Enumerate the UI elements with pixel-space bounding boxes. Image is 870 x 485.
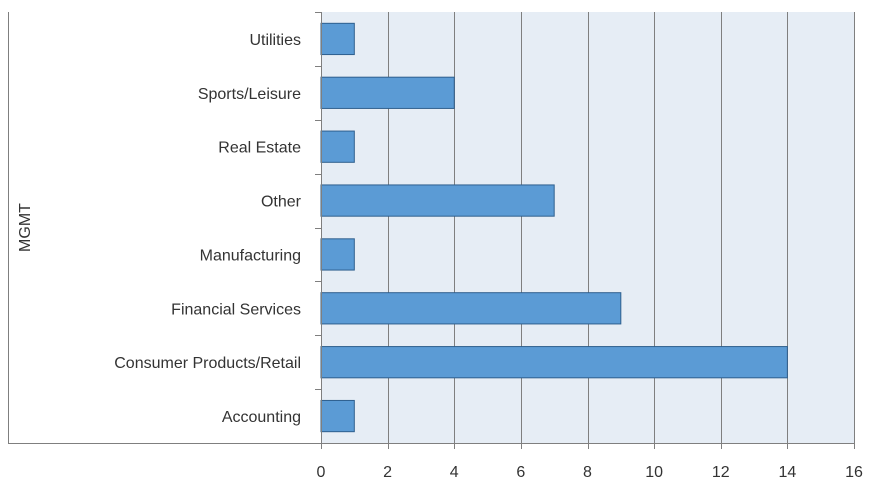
plot-area [321,12,854,443]
x-tick-label-8: 8 [583,464,592,481]
x-tick-label-0: 0 [317,464,326,481]
category-label-accounting: Accounting [222,409,301,426]
category-label-manufacturing: Manufacturing [200,247,301,264]
category-labels: Utilities Sports/Leisure Real Estate Other M… [114,32,301,426]
bar-manufacturing [320,238,355,271]
x-tick-label-10: 10 [645,464,663,481]
category-label-real-estate: Real Estate [218,140,301,157]
category-label-utilities: Utilities [249,32,301,49]
bar-accounting [320,399,355,433]
category-label-sports-leisure: Sports/Leisure [198,86,301,103]
x-tick-label-16: 16 [845,464,863,481]
bar-real-estate [320,130,355,163]
category-label-other: Other [261,194,302,211]
x-tick-label-2: 2 [383,464,392,481]
x-tick-label-12: 12 [712,464,730,481]
x-tick-labels: 0 2 4 6 8 10 12 14 16 [317,464,863,481]
bar-financial-services [320,292,622,325]
axes [8,12,855,449]
bar-consumer-products-retail [320,346,788,379]
x-tick-label-14: 14 [778,464,796,481]
bars [320,22,788,433]
category-label-consumer-products-retail: Consumer Products/Retail [114,355,301,372]
x-tick-label-4: 4 [450,464,459,481]
bar-other [320,184,555,217]
x-tick-label-6: 6 [516,464,525,481]
bar-utilities [320,22,355,56]
category-label-financial-services: Financial Services [171,301,301,318]
y-axis-title: MGMT [17,203,34,252]
bar-sports-leisure [320,76,455,109]
